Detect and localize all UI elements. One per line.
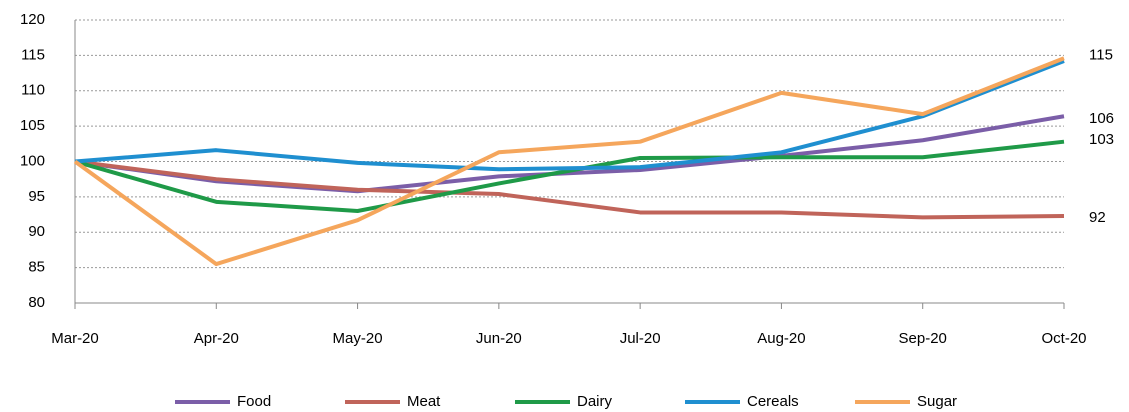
x-tick-label: Mar-20 [51, 330, 99, 347]
end-label: 115 [1089, 46, 1113, 63]
y-tick-label: 105 [20, 117, 45, 134]
y-tick-label: 120 [20, 11, 45, 28]
y-tick-label: 115 [21, 46, 45, 63]
legend-label: Meat [407, 393, 441, 410]
x-tick-label: Oct-20 [1041, 330, 1086, 347]
y-tick-label: 95 [28, 188, 45, 205]
legend-label: Dairy [577, 393, 613, 410]
y-tick-label: 90 [28, 223, 45, 240]
line-series [74, 139, 1065, 214]
y-tick-label: 80 [28, 294, 45, 311]
line-series [74, 159, 1065, 220]
x-tick-label: Sep-20 [899, 330, 947, 347]
end-label: 103 [1089, 131, 1114, 148]
end-label: 106 [1089, 110, 1114, 127]
y-tick-label: 85 [28, 259, 45, 276]
x-tick-label: May-20 [333, 330, 383, 347]
line-series [73, 56, 1065, 267]
y-tick-label: 110 [21, 82, 45, 99]
x-tick-label: Jul-20 [620, 330, 661, 347]
x-tick-label: Apr-20 [194, 330, 239, 347]
end-label: 92 [1089, 209, 1106, 226]
legend-label: Food [237, 393, 271, 410]
y-tick-label: 100 [20, 152, 45, 169]
x-tick-label: Jun-20 [476, 330, 522, 347]
legend-label: Sugar [917, 393, 957, 410]
legend-label: Cereals [747, 393, 799, 410]
x-tick-label: Aug-20 [757, 330, 805, 347]
line-series [74, 59, 1065, 172]
